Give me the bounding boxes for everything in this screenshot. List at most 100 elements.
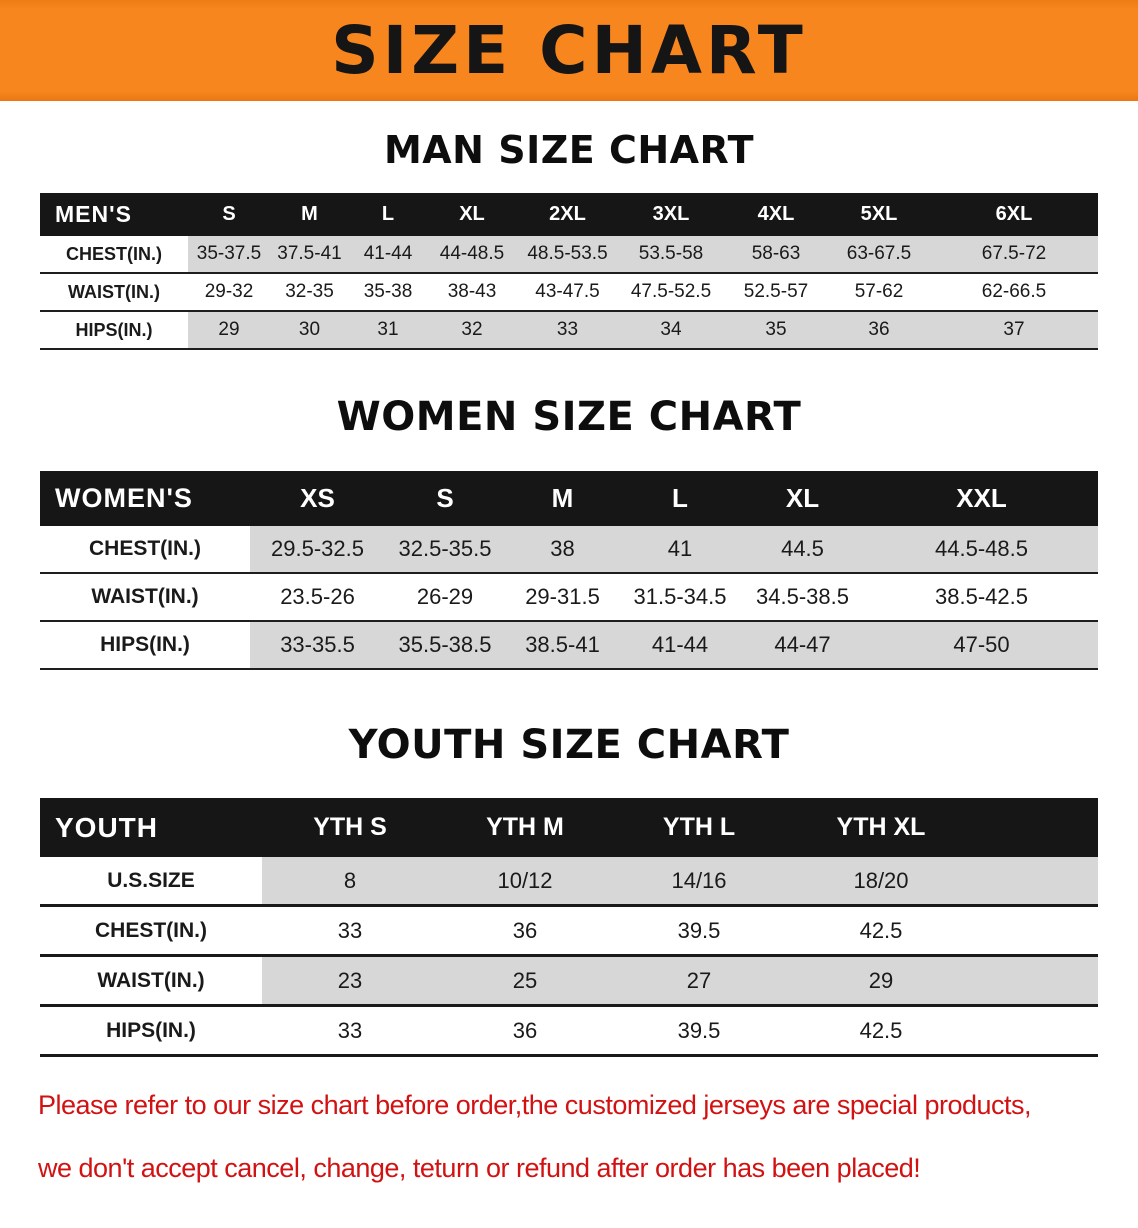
men-waist-row: WAIST(IN.) 29-32 32-35 35-38 38-43 43-47…	[40, 273, 1098, 312]
size-cell: 41	[620, 526, 740, 574]
size-header-cell: L	[620, 471, 740, 526]
row-label: HIPS(IN.)	[40, 1005, 262, 1057]
size-cell: 62-66.5	[930, 273, 1098, 312]
order-policy-note: Please refer to our size chart before or…	[0, 1087, 1138, 1228]
row-label: WAIST(IN.)	[40, 273, 188, 312]
size-header-cell: 5XL	[828, 193, 930, 236]
size-cell: 29	[786, 955, 976, 1007]
size-cell: 48.5-53.5	[517, 236, 618, 274]
size-cell: 10/12	[438, 857, 612, 907]
size-cell: 32	[427, 311, 517, 350]
size-header-cell: XL	[427, 193, 517, 236]
men-table-title: MEN'S	[40, 193, 188, 236]
row-label: CHEST(IN.)	[40, 236, 188, 274]
size-cell: 67.5-72	[930, 236, 1098, 274]
size-cell: 31	[349, 311, 427, 350]
youth-hips-row: HIPS(IN.) 33 36 39.5 42.5	[40, 1005, 1098, 1057]
women-waist-row: WAIST(IN.) 23.5-26 26-29 29-31.5 31.5-34…	[40, 573, 1098, 622]
size-cell: 44-47	[740, 621, 865, 670]
size-cell: 31.5-34.5	[620, 573, 740, 622]
size-cell: 34	[618, 311, 724, 350]
size-cell: 35-38	[349, 273, 427, 312]
spacer-cell	[976, 905, 1098, 957]
size-cell: 35	[724, 311, 828, 350]
women-table-title: WOMEN'S	[40, 471, 250, 526]
size-header-cell: XL	[740, 471, 865, 526]
size-cell: 29	[188, 311, 270, 350]
men-header-row: MEN'S S M L XL 2XL 3XL 4XL 5XL 6XL	[40, 193, 1098, 236]
men-section-heading: MAN SIZE CHART	[383, 128, 755, 172]
row-label: HIPS(IN.)	[40, 311, 188, 350]
size-cell: 32-35	[270, 273, 349, 312]
size-cell: 23	[262, 955, 438, 1007]
size-cell: 33	[262, 1005, 438, 1057]
size-cell: 35-37.5	[188, 236, 270, 274]
note-line-2: we don't accept cancel, change, teturn o…	[38, 1153, 921, 1184]
women-size-section: WOMEN SIZE CHART WOMEN'S XS S M L XL XXL	[0, 394, 1138, 670]
size-header-cell: S	[188, 193, 270, 236]
size-cell: 32.5-35.5	[385, 526, 505, 574]
size-cell: 41-44	[620, 621, 740, 670]
size-cell: 38.5-42.5	[865, 573, 1098, 622]
size-header-cell: 4XL	[724, 193, 828, 236]
size-cell: 39.5	[612, 905, 786, 957]
youth-section-heading: YOUTH SIZE CHART	[348, 722, 790, 768]
size-cell: 29-31.5	[505, 573, 620, 622]
men-chest-row: CHEST(IN.) 35-37.5 37.5-41 41-44 44-48.5…	[40, 236, 1098, 274]
banner: SIZE CHART	[0, 0, 1138, 101]
size-header-cell: XS	[250, 471, 385, 526]
row-label: WAIST(IN.)	[40, 955, 262, 1007]
men-hips-row: HIPS(IN.) 29 30 31 32 33 34 35 36 37	[40, 311, 1098, 350]
youth-size-table: YOUTH YTH S YTH M YTH L YTH XL U.S.SIZE …	[40, 798, 1098, 1057]
spacer-cell	[976, 1005, 1098, 1057]
size-cell: 63-67.5	[828, 236, 930, 274]
size-cell: 43-47.5	[517, 273, 618, 312]
size-header-cell: S	[385, 471, 505, 526]
size-cell: 36	[828, 311, 930, 350]
youth-chest-row: CHEST(IN.) 33 36 39.5 42.5	[40, 905, 1098, 957]
size-cell: 39.5	[612, 1005, 786, 1057]
row-label: HIPS(IN.)	[40, 621, 250, 670]
size-cell: 33	[262, 905, 438, 957]
men-size-table: MEN'S S M L XL 2XL 3XL 4XL 5XL 6XL CHEST…	[40, 193, 1098, 350]
size-cell: 38.5-41	[505, 621, 620, 670]
size-header-cell: YTH S	[262, 798, 438, 857]
size-cell: 38-43	[427, 273, 517, 312]
men-size-section: MAN SIZE CHART MEN'S S M L XL 2XL 3XL 4X…	[0, 128, 1138, 350]
size-cell: 35.5-38.5	[385, 621, 505, 670]
size-cell: 8	[262, 857, 438, 907]
size-cell: 44.5-48.5	[865, 526, 1098, 574]
women-size-table: WOMEN'S XS S M L XL XXL CHEST(IN.) 29.5-…	[40, 471, 1098, 670]
note-line-1: Please refer to our size chart before or…	[38, 1090, 1032, 1120]
row-label: CHEST(IN.)	[40, 905, 262, 957]
row-label: WAIST(IN.)	[40, 573, 250, 622]
size-header-cell: M	[270, 193, 349, 236]
size-cell: 52.5-57	[724, 273, 828, 312]
size-header-cell: XXL	[865, 471, 1098, 526]
size-cell: 18/20	[786, 857, 976, 907]
size-cell: 44.5	[740, 526, 865, 574]
size-cell: 47-50	[865, 621, 1098, 670]
youth-ussize-row: U.S.SIZE 8 10/12 14/16 18/20	[40, 857, 1098, 907]
spacer-cell	[976, 798, 1098, 857]
row-label: CHEST(IN.)	[40, 526, 250, 574]
size-cell: 42.5	[786, 905, 976, 957]
size-header-cell: YTH L	[612, 798, 786, 857]
size-header-cell: 2XL	[517, 193, 618, 236]
size-header-cell: YTH XL	[786, 798, 976, 857]
size-cell: 44-48.5	[427, 236, 517, 274]
size-cell: 38	[505, 526, 620, 574]
size-cell: 29-32	[188, 273, 270, 312]
size-cell: 57-62	[828, 273, 930, 312]
size-cell: 47.5-52.5	[618, 273, 724, 312]
size-cell: 58-63	[724, 236, 828, 274]
size-cell: 36	[438, 1005, 612, 1057]
women-chest-row: CHEST(IN.) 29.5-32.5 32.5-35.5 38 41 44.…	[40, 526, 1098, 574]
size-cell: 37.5-41	[270, 236, 349, 274]
size-cell: 41-44	[349, 236, 427, 274]
size-header-cell: 3XL	[618, 193, 724, 236]
size-cell: 36	[438, 905, 612, 957]
women-section-heading: WOMEN SIZE CHART	[336, 394, 802, 440]
women-hips-row: HIPS(IN.) 33-35.5 35.5-38.5 38.5-41 41-4…	[40, 621, 1098, 670]
